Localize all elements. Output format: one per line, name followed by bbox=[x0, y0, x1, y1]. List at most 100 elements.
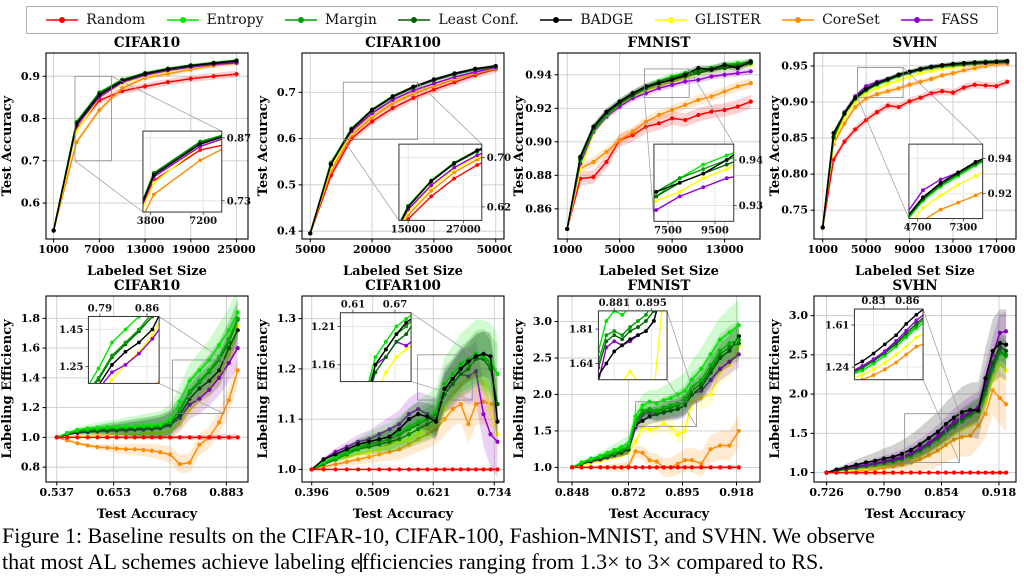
svg-text:1.45: 1.45 bbox=[59, 325, 83, 336]
svg-text:0.95: 0.95 bbox=[781, 59, 808, 72]
svg-text:13000: 13000 bbox=[126, 243, 165, 256]
text-cursor bbox=[360, 553, 362, 572]
svg-text:0.621: 0.621 bbox=[416, 486, 450, 499]
svg-text:1.2: 1.2 bbox=[21, 401, 40, 414]
y-axis-label: Test Accuracy bbox=[768, 95, 783, 196]
legend-line-marker-icon bbox=[540, 17, 573, 23]
svg-text:1.3: 1.3 bbox=[277, 312, 296, 325]
zoom-source-rect bbox=[342, 81, 418, 140]
chart-title: FMNIST bbox=[628, 279, 691, 294]
svg-text:0.734: 0.734 bbox=[477, 486, 512, 499]
inset-zoom: 7500 9500 0.93 0.94 bbox=[653, 143, 763, 236]
series-badge bbox=[820, 58, 1010, 230]
legend-label: FASS bbox=[941, 12, 979, 28]
chart-title: SVHN bbox=[892, 279, 937, 294]
plot-svg: 4700 7300 0.92 0.94 1000 5000 9000 13000 17000 0.… bbox=[768, 35, 1024, 279]
svg-text:1000: 1000 bbox=[38, 243, 69, 256]
y-axis-label: Test Accuracy bbox=[256, 95, 271, 196]
svg-text:0.7: 0.7 bbox=[277, 86, 296, 99]
svg-text:5000: 5000 bbox=[295, 243, 326, 256]
legend-label: Entropy bbox=[206, 12, 264, 28]
svg-text:0.73: 0.73 bbox=[227, 196, 251, 207]
x-axis-label: Labeled Set Size bbox=[343, 264, 463, 279]
figure-caption: Figure 1: Baseline results on the CIFAR-… bbox=[2, 523, 1022, 575]
svg-text:1.1: 1.1 bbox=[277, 413, 296, 426]
svg-text:0.918: 0.918 bbox=[982, 486, 1017, 499]
svg-text:3.0: 3.0 bbox=[533, 315, 552, 328]
caption-line-2-post: fficiencies ranging from 1.3× to 3× comp… bbox=[361, 549, 824, 574]
svg-text:2.5: 2.5 bbox=[533, 352, 552, 365]
caption-line-2: that most AL schemes achieve labeling ef… bbox=[2, 549, 1022, 575]
svg-text:0.881: 0.881 bbox=[599, 298, 630, 309]
plot-svg: 0.881 0.895 1.64 1.81 0.848 0.872 0.895 0.918 1.… bbox=[512, 278, 768, 522]
legend-item-entropy: Entropy bbox=[166, 12, 264, 28]
svg-text:0.79: 0.79 bbox=[88, 303, 112, 314]
caption-line-2-pre: that most AL schemes achieve labeling e bbox=[2, 549, 361, 574]
svg-text:13000: 13000 bbox=[934, 243, 973, 256]
chart-cifar10-accuracy: 3800 7200 0.73 0.87 1000 7000 13000 19000 25000 0… bbox=[0, 35, 256, 279]
svg-text:17000: 17000 bbox=[977, 243, 1016, 256]
x-axis-label: Labeled Set Size bbox=[87, 264, 207, 279]
svg-text:9000: 9000 bbox=[894, 243, 925, 256]
svg-text:1.8: 1.8 bbox=[21, 312, 40, 325]
svg-text:1.0: 1.0 bbox=[789, 466, 808, 479]
svg-text:9500: 9500 bbox=[701, 225, 729, 236]
svg-text:0.854: 0.854 bbox=[924, 486, 959, 499]
legend-item-badge: BADGE bbox=[539, 12, 633, 28]
svg-text:1.5: 1.5 bbox=[533, 424, 552, 437]
svg-text:0.80: 0.80 bbox=[781, 168, 808, 181]
legend-label: Least Conf. bbox=[438, 12, 519, 28]
svg-text:0.7: 0.7 bbox=[21, 154, 40, 167]
svg-text:20000: 20000 bbox=[353, 243, 392, 256]
svg-text:25000: 25000 bbox=[217, 243, 256, 256]
plot-svg: 0.61 0.67 1.16 1.21 0.396 0.509 0.621 0.734 1.0 1… bbox=[256, 278, 512, 522]
legend-item-fass: FASS bbox=[900, 12, 979, 28]
svg-text:15000: 15000 bbox=[391, 224, 426, 235]
y-axis-label: Labeling Efficiency bbox=[768, 319, 783, 459]
svg-text:1000: 1000 bbox=[807, 243, 838, 256]
svg-text:1.64: 1.64 bbox=[569, 359, 593, 370]
svg-text:0.895: 0.895 bbox=[665, 486, 699, 499]
chart-cifar100-efficiency: 0.61 0.67 1.16 1.21 0.396 0.509 0.621 0.734 1.0 1… bbox=[256, 278, 512, 522]
svg-text:1.0: 1.0 bbox=[277, 463, 296, 476]
plot-legend: Random Entropy Margin Least Conf. BADGE GLIST… bbox=[26, 6, 998, 34]
svg-text:13000: 13000 bbox=[705, 243, 744, 256]
svg-text:0.86: 0.86 bbox=[525, 202, 552, 215]
svg-text:0.92: 0.92 bbox=[988, 189, 1012, 200]
zoom-source-rect bbox=[172, 359, 225, 414]
plot-svg: 0.83 0.86 1.24 1.61 0.726 0.790 0.854 0.918 1.0 1… bbox=[768, 278, 1024, 522]
svg-text:0.726: 0.726 bbox=[809, 486, 844, 499]
x-axis-label: Labeled Set Size bbox=[599, 264, 719, 279]
chart-title: CIFAR100 bbox=[365, 36, 441, 51]
series-badge bbox=[308, 63, 498, 236]
svg-text:1.24: 1.24 bbox=[825, 363, 849, 374]
x-axis-label: Test Accuracy bbox=[353, 507, 454, 522]
svg-text:0.509: 0.509 bbox=[356, 486, 390, 499]
svg-text:0.94: 0.94 bbox=[988, 154, 1012, 165]
svg-text:1.6: 1.6 bbox=[21, 342, 40, 355]
svg-text:0.90: 0.90 bbox=[781, 96, 808, 109]
chart-fmnist-efficiency: 0.881 0.895 1.64 1.81 0.848 0.872 0.895 0.918 1.… bbox=[512, 278, 768, 522]
svg-text:0.83: 0.83 bbox=[861, 296, 885, 307]
series-badge bbox=[309, 331, 500, 472]
svg-text:0.396: 0.396 bbox=[294, 486, 329, 499]
chart-title: SVHN bbox=[892, 36, 937, 51]
legend-label: GLISTER bbox=[694, 12, 761, 28]
legend-line-marker-icon bbox=[654, 17, 687, 23]
svg-text:0.895: 0.895 bbox=[636, 298, 667, 309]
legend-line-marker-icon bbox=[901, 17, 934, 23]
plot-svg: 7500 9500 0.93 0.94 1000 5000 9000 13000 0.86 0.8… bbox=[512, 35, 768, 279]
series-entropy bbox=[54, 296, 240, 440]
x-axis-label: Labeled Set Size bbox=[855, 264, 975, 279]
svg-text:0.85: 0.85 bbox=[781, 132, 808, 145]
legend-item-random: Random bbox=[45, 12, 145, 28]
svg-text:2.0: 2.0 bbox=[533, 388, 552, 401]
svg-text:7000: 7000 bbox=[84, 243, 115, 256]
series-badge bbox=[51, 58, 239, 233]
svg-text:1.4: 1.4 bbox=[21, 371, 40, 384]
svg-text:0.62: 0.62 bbox=[487, 202, 511, 213]
y-axis-label: Test Accuracy bbox=[0, 95, 15, 196]
legend-line-marker-icon bbox=[46, 17, 79, 23]
series-entropy bbox=[569, 299, 741, 470]
series-random bbox=[565, 94, 753, 232]
